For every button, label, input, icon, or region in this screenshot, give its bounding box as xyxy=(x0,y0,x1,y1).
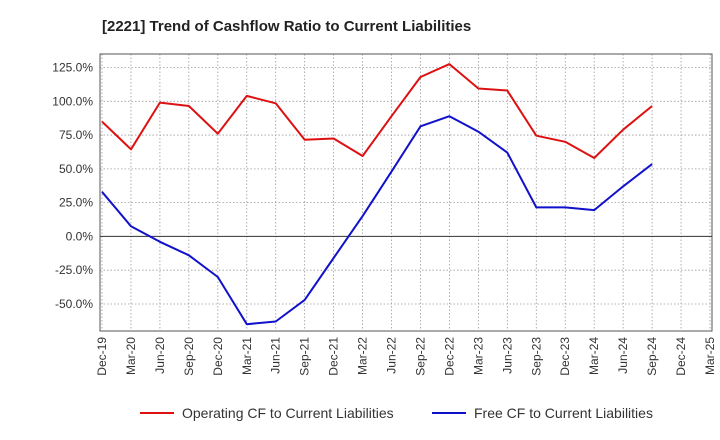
legend-label-1: Operating CF to Current Liabilities xyxy=(182,405,394,421)
series-group xyxy=(101,63,653,326)
x-tick-label: Mar-20 xyxy=(124,337,138,375)
y-axis-ticks: 125.0% 100.0% 75.0% 50.0% 25.0% 0.0% -25.0% -50… xyxy=(52,61,93,311)
series-line-1 xyxy=(101,63,653,159)
x-tick-label: Dec-20 xyxy=(211,337,225,376)
x-tick-label: Sep-23 xyxy=(529,337,543,376)
x-tick-label: Sep-24 xyxy=(645,337,659,376)
legend: Operating CF to Current Liabilities Free … xyxy=(140,405,653,421)
x-tick-label: Jun-21 xyxy=(269,337,283,374)
grid xyxy=(100,54,712,331)
y-tick-label: 125.0% xyxy=(52,61,93,75)
y-tick-label: -25.0% xyxy=(55,263,93,277)
y-tick-label: -50.0% xyxy=(55,297,93,311)
x-tick-label: Dec-22 xyxy=(442,337,456,376)
x-tick-label: Jun-24 xyxy=(616,337,630,374)
chart-title: [2221] Trend of Cashflow Ratio to Curren… xyxy=(102,18,471,35)
x-tick-label: Dec-24 xyxy=(674,337,688,376)
y-tick-label: 25.0% xyxy=(59,196,93,210)
x-tick-label: Mar-24 xyxy=(587,337,601,375)
x-tick-label: Mar-22 xyxy=(356,337,370,375)
x-axis-ticks: Dec-19 Mar-20 Jun-20 Sep-20 Dec-20 Mar-21 Jun-… xyxy=(95,337,717,376)
x-tick-label: Dec-23 xyxy=(558,337,572,376)
y-tick-label: 75.0% xyxy=(59,128,93,142)
x-tick-label: Mar-21 xyxy=(240,337,254,375)
plot-frame xyxy=(99,53,713,332)
x-tick-label: Jun-22 xyxy=(385,337,399,374)
x-tick-label: Sep-22 xyxy=(413,337,427,376)
series-line-2 xyxy=(101,115,653,326)
x-tick-label: Jun-20 xyxy=(153,337,167,374)
x-tick-label: Mar-23 xyxy=(471,337,485,375)
x-tick-label: Dec-21 xyxy=(327,337,341,376)
legend-label-2: Free CF to Current Liabilities xyxy=(474,405,653,421)
y-tick-label: 100.0% xyxy=(52,94,93,108)
x-tick-label: Jun-23 xyxy=(500,337,514,374)
x-tick-label: Sep-20 xyxy=(182,337,196,376)
y-tick-label: 0.0% xyxy=(66,229,94,243)
y-tick-label: 50.0% xyxy=(59,162,93,176)
x-tick-label: Dec-19 xyxy=(95,337,109,376)
x-tick-label: Sep-21 xyxy=(298,337,312,376)
x-tick-label: Mar-25 xyxy=(703,337,717,375)
